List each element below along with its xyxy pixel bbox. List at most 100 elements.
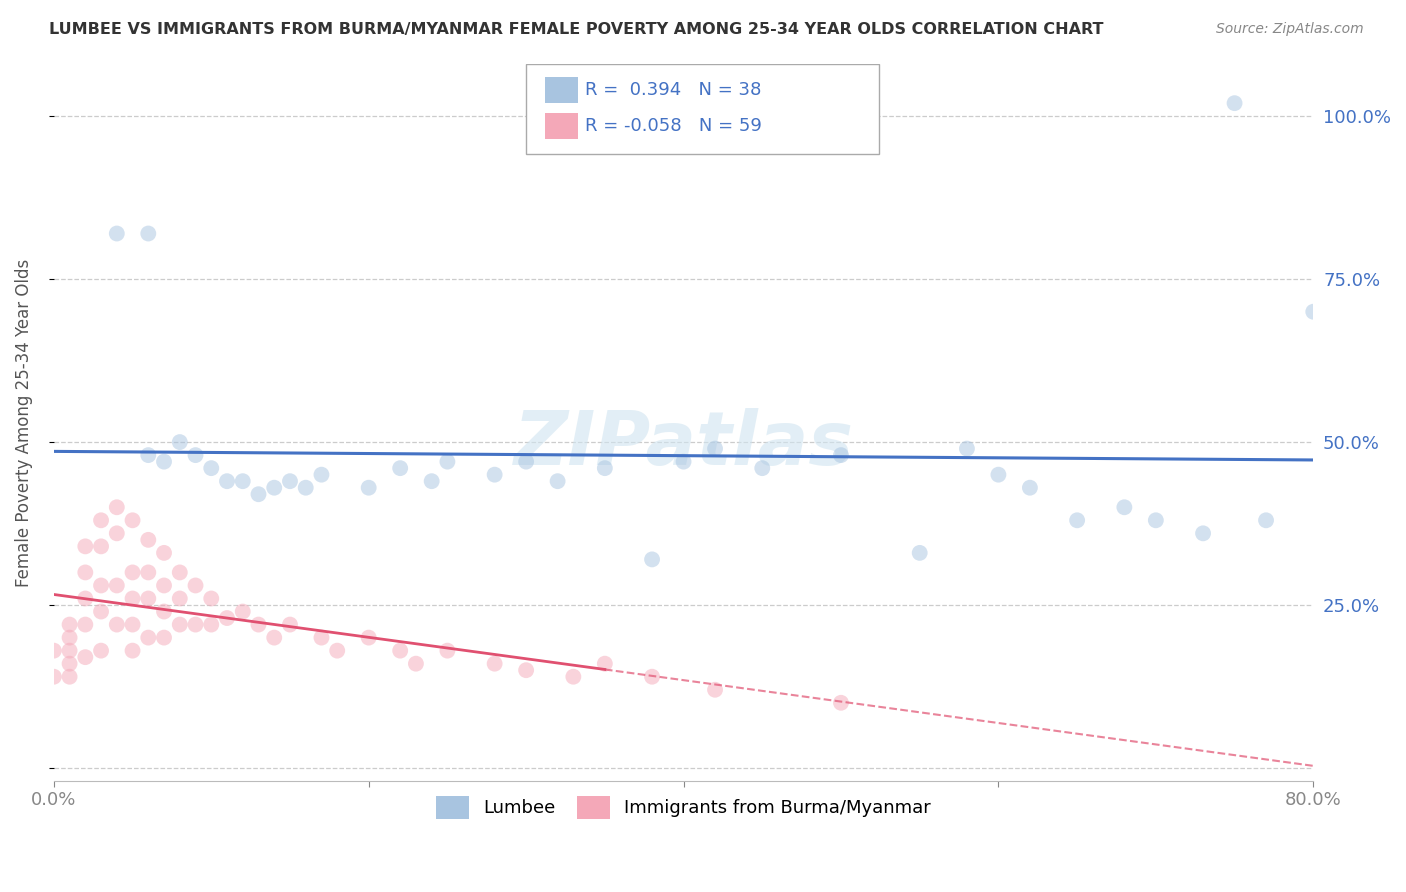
Point	[169, 435, 191, 450]
FancyBboxPatch shape	[526, 64, 879, 153]
Point	[232, 474, 254, 488]
Point	[75, 566, 97, 580]
Point	[1223, 96, 1246, 111]
Point	[136, 591, 159, 606]
Point	[704, 682, 727, 697]
Point	[121, 566, 143, 580]
Point	[58, 617, 80, 632]
Point	[105, 500, 128, 515]
Point	[311, 631, 333, 645]
Point	[405, 657, 427, 671]
Point	[153, 605, 176, 619]
Point	[184, 578, 207, 592]
Point	[75, 617, 97, 632]
Point	[136, 448, 159, 462]
Point	[153, 546, 176, 560]
Text: R =  0.394   N = 38: R = 0.394 N = 38	[585, 81, 762, 99]
Point	[58, 631, 80, 645]
Point	[641, 552, 664, 566]
Point	[105, 526, 128, 541]
Y-axis label: Female Poverty Among 25-34 Year Olds: Female Poverty Among 25-34 Year Olds	[15, 259, 32, 587]
Point	[278, 617, 301, 632]
Point	[184, 617, 207, 632]
Point	[200, 591, 222, 606]
Text: ZIPatlas: ZIPatlas	[513, 408, 853, 481]
Point	[1019, 481, 1042, 495]
Point	[75, 540, 97, 554]
Point	[58, 670, 80, 684]
Point	[75, 650, 97, 665]
Point	[1192, 526, 1215, 541]
Point	[547, 474, 569, 488]
Point	[436, 455, 458, 469]
Point	[704, 442, 727, 456]
Point	[294, 481, 316, 495]
Point	[987, 467, 1010, 482]
Point	[1254, 513, 1277, 527]
Point	[105, 578, 128, 592]
Point	[326, 643, 349, 657]
Point	[484, 657, 506, 671]
Point	[169, 566, 191, 580]
Point	[247, 487, 270, 501]
Point	[90, 578, 112, 592]
FancyBboxPatch shape	[546, 77, 578, 103]
Point	[593, 461, 616, 475]
Point	[389, 643, 412, 657]
Point	[263, 481, 285, 495]
Point	[389, 461, 412, 475]
Point	[1066, 513, 1088, 527]
Point	[908, 546, 931, 560]
Point	[515, 663, 537, 677]
Point	[1302, 304, 1324, 318]
Point	[232, 605, 254, 619]
Point	[751, 461, 773, 475]
Point	[200, 617, 222, 632]
Point	[420, 474, 443, 488]
Point	[153, 455, 176, 469]
Point	[105, 227, 128, 241]
Point	[200, 461, 222, 475]
Point	[105, 617, 128, 632]
Text: R = -0.058   N = 59: R = -0.058 N = 59	[585, 117, 762, 135]
Point	[830, 696, 852, 710]
Point	[58, 643, 80, 657]
Point	[562, 670, 585, 684]
Point	[1144, 513, 1167, 527]
Text: Source: ZipAtlas.com: Source: ZipAtlas.com	[1216, 22, 1364, 37]
Point	[357, 631, 380, 645]
Point	[136, 566, 159, 580]
Point	[830, 448, 852, 462]
Point	[90, 513, 112, 527]
Point	[672, 455, 695, 469]
Point	[90, 643, 112, 657]
Point	[42, 643, 65, 657]
Point	[42, 670, 65, 684]
Point	[90, 605, 112, 619]
Point	[436, 643, 458, 657]
Point	[75, 591, 97, 606]
Point	[247, 617, 270, 632]
Point	[136, 227, 159, 241]
Point	[357, 481, 380, 495]
Point	[311, 467, 333, 482]
Point	[121, 513, 143, 527]
Point	[215, 611, 238, 625]
Point	[121, 617, 143, 632]
Point	[278, 474, 301, 488]
Point	[121, 643, 143, 657]
FancyBboxPatch shape	[546, 112, 578, 138]
Point	[1114, 500, 1136, 515]
Point	[169, 591, 191, 606]
Point	[184, 448, 207, 462]
Point	[169, 617, 191, 632]
Point	[956, 442, 979, 456]
Point	[136, 631, 159, 645]
Point	[153, 631, 176, 645]
Point	[593, 657, 616, 671]
Point	[263, 631, 285, 645]
Point	[121, 591, 143, 606]
Point	[215, 474, 238, 488]
Legend: Lumbee, Immigrants from Burma/Myanmar: Lumbee, Immigrants from Burma/Myanmar	[429, 789, 938, 826]
Point	[641, 670, 664, 684]
